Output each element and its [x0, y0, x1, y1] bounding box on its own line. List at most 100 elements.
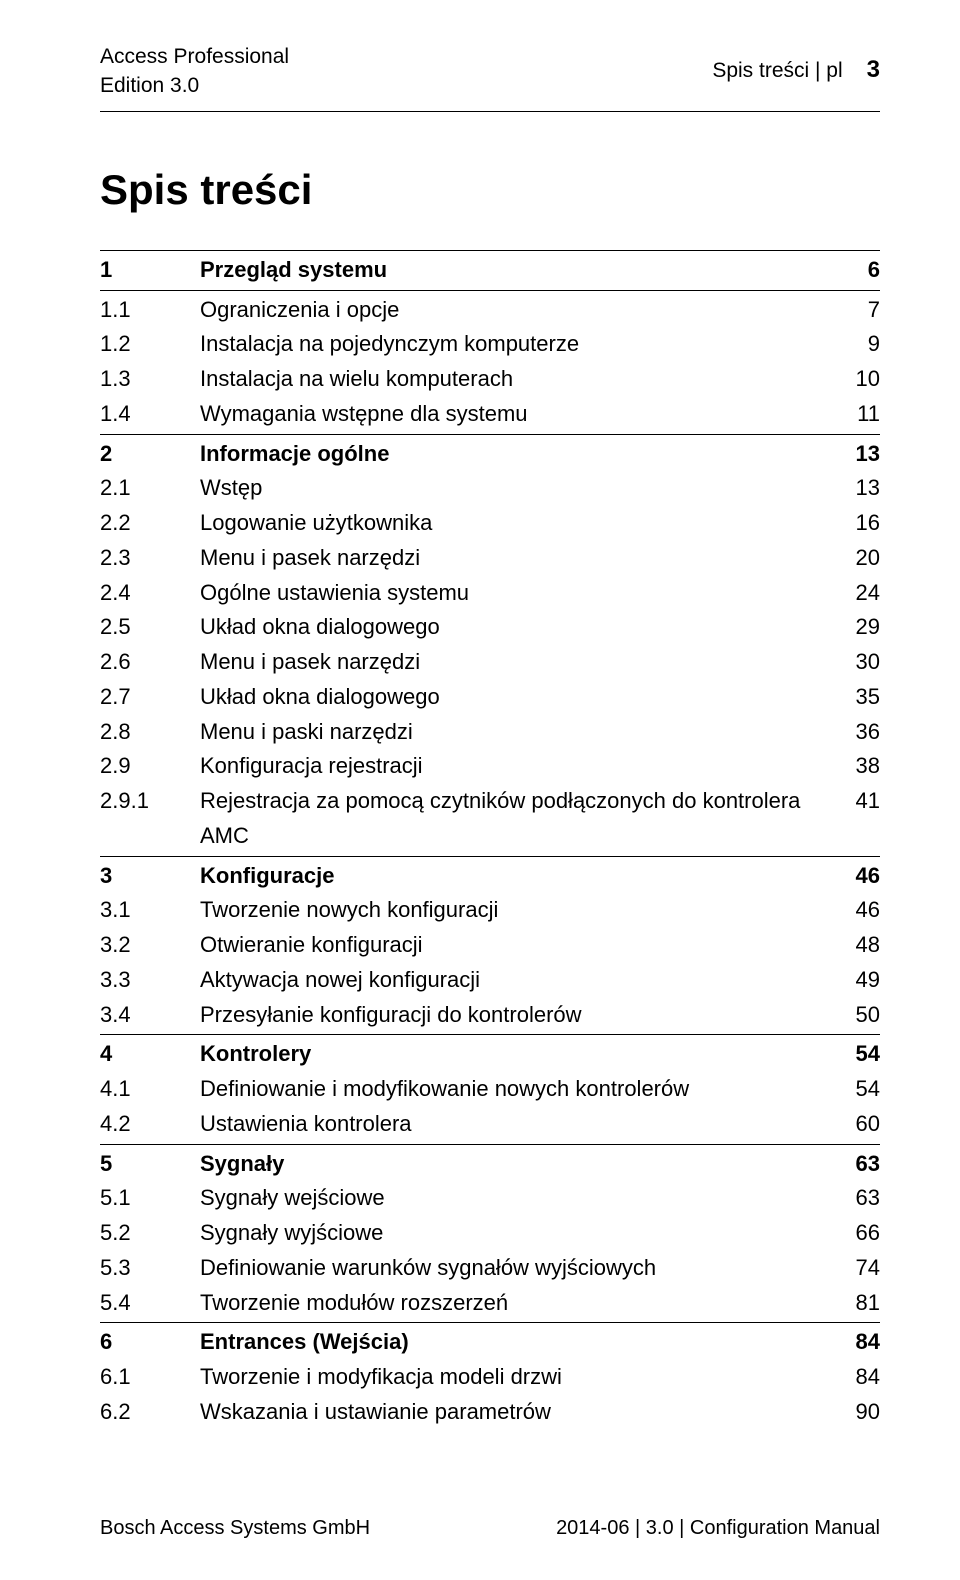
toc-label: Tworzenie i modyfikacja modeli drzwi — [200, 1360, 830, 1395]
header-section-label: Spis treści | pl — [712, 59, 842, 83]
toc-row: 3.3Aktywacja nowej konfiguracji49 — [100, 963, 880, 998]
toc-page: 48 — [830, 928, 880, 963]
toc-page: 11 — [830, 397, 880, 432]
toc-page: 63 — [830, 1147, 880, 1182]
toc-row: 2.1Wstęp13 — [100, 471, 880, 506]
toc-label: Wskazania i ustawianie parametrów — [200, 1395, 830, 1430]
toc-number: 3 — [100, 859, 200, 894]
toc-row: 2Informacje ogólne13 — [100, 434, 880, 472]
toc-page: 38 — [830, 749, 880, 784]
toc-number: 6.1 — [100, 1360, 200, 1395]
toc-page: 63 — [830, 1181, 880, 1216]
toc-row: 2.6Menu i pasek narzędzi30 — [100, 645, 880, 680]
toc-number: 2.8 — [100, 715, 200, 750]
toc-number: 1.3 — [100, 362, 200, 397]
toc-number: 2.6 — [100, 645, 200, 680]
toc-label: Ograniczenia i opcje — [200, 293, 830, 328]
toc-page: 35 — [830, 680, 880, 715]
toc-label: Aktywacja nowej konfiguracji — [200, 963, 830, 998]
toc-label: Sygnały wyjściowe — [200, 1216, 830, 1251]
toc-number: 2.9.1 — [100, 784, 200, 819]
document-page: Access Professional Edition 3.0 Spis tre… — [0, 0, 960, 1580]
toc-row: 2.5Układ okna dialogowego29 — [100, 610, 880, 645]
page-header: Access Professional Edition 3.0 Spis tre… — [100, 42, 880, 112]
toc-row: 2.3Menu i pasek narzędzi20 — [100, 541, 880, 576]
toc-row: 6Entrances (Wejścia)84 — [100, 1322, 880, 1360]
table-of-contents: 1Przegląd systemu61.1Ograniczenia i opcj… — [100, 250, 880, 1430]
toc-row: 2.7Układ okna dialogowego35 — [100, 680, 880, 715]
toc-number: 2.1 — [100, 471, 200, 506]
toc-row: 5.3Definiowanie warunków sygnałów wyjści… — [100, 1251, 880, 1286]
toc-row: 1.2Instalacja na pojedynczym komputerze9 — [100, 327, 880, 362]
toc-label: Konfiguracje — [200, 859, 830, 894]
toc-page: 74 — [830, 1251, 880, 1286]
toc-page: 7 — [830, 293, 880, 328]
header-page-number: 3 — [867, 56, 880, 84]
toc-row: 1.4Wymagania wstępne dla systemu11 — [100, 397, 880, 432]
toc-label: Definiowanie i modyfikowanie nowych kont… — [200, 1072, 830, 1107]
toc-label: Przegląd systemu — [200, 253, 830, 288]
toc-row: 4Kontrolery54 — [100, 1034, 880, 1072]
header-product-line2: Edition 3.0 — [100, 71, 289, 100]
toc-row: 2.8Menu i paski narzędzi36 — [100, 715, 880, 750]
toc-label: Konfiguracja rejestracji — [200, 749, 830, 784]
toc-number: 3.4 — [100, 998, 200, 1033]
toc-number: 3.2 — [100, 928, 200, 963]
toc-number: 2.3 — [100, 541, 200, 576]
toc-label: Logowanie użytkownika — [200, 506, 830, 541]
toc-label: Układ okna dialogowego — [200, 610, 830, 645]
toc-row: 2.9.1Rejestracja za pomocą czytników pod… — [100, 784, 880, 854]
toc-row: 2.9Konfiguracja rejestracji38 — [100, 749, 880, 784]
toc-page: 84 — [830, 1325, 880, 1360]
toc-label: Entrances (Wejścia) — [200, 1325, 830, 1360]
header-product: Access Professional Edition 3.0 — [100, 42, 289, 101]
toc-page: 6 — [830, 253, 880, 288]
toc-row: 1.3Instalacja na wielu komputerach10 — [100, 362, 880, 397]
toc-row: 3Konfiguracje46 — [100, 856, 880, 894]
toc-row: 3.4Przesyłanie konfiguracji do kontroler… — [100, 998, 880, 1033]
toc-page: 36 — [830, 715, 880, 750]
toc-number: 2.7 — [100, 680, 200, 715]
toc-label: Ogólne ustawienia systemu — [200, 576, 830, 611]
toc-page: 30 — [830, 645, 880, 680]
toc-page: 9 — [830, 327, 880, 362]
toc-row: 3.1Tworzenie nowych konfiguracji46 — [100, 893, 880, 928]
toc-label: Wstęp — [200, 471, 830, 506]
toc-row: 4.1Definiowanie i modyfikowanie nowych k… — [100, 1072, 880, 1107]
toc-page: 81 — [830, 1286, 880, 1321]
toc-label: Instalacja na pojedynczym komputerze — [200, 327, 830, 362]
toc-row: 6.1Tworzenie i modyfikacja modeli drzwi8… — [100, 1360, 880, 1395]
toc-number: 2.2 — [100, 506, 200, 541]
toc-number: 1.4 — [100, 397, 200, 432]
toc-label: Menu i pasek narzędzi — [200, 541, 830, 576]
toc-page: 46 — [830, 893, 880, 928]
toc-page: 66 — [830, 1216, 880, 1251]
toc-row: 1.1Ograniczenia i opcje7 — [100, 293, 880, 328]
footer-right: 2014-06 | 3.0 | Configuration Manual — [556, 1517, 880, 1540]
toc-page: 60 — [830, 1107, 880, 1142]
toc-row: 6.2Wskazania i ustawianie parametrów90 — [100, 1395, 880, 1430]
toc-page: 54 — [830, 1037, 880, 1072]
toc-page: 54 — [830, 1072, 880, 1107]
header-section: Spis treści | pl 3 — [712, 56, 880, 84]
toc-page: 20 — [830, 541, 880, 576]
toc-label: Otwieranie konfiguracji — [200, 928, 830, 963]
toc-label: Wymagania wstępne dla systemu — [200, 397, 830, 432]
toc-label: Instalacja na wielu komputerach — [200, 362, 830, 397]
toc-page: 49 — [830, 963, 880, 998]
toc-number: 5 — [100, 1147, 200, 1182]
toc-label: Ustawienia kontrolera — [200, 1107, 830, 1142]
toc-label: Układ okna dialogowego — [200, 680, 830, 715]
page-title: Spis treści — [100, 166, 880, 214]
toc-row: 5.4Tworzenie modułów rozszerzeń81 — [100, 1286, 880, 1321]
toc-label: Informacje ogólne — [200, 437, 830, 472]
footer-left: Bosch Access Systems GmbH — [100, 1517, 370, 1540]
toc-number: 2.9 — [100, 749, 200, 784]
toc-page: 13 — [830, 471, 880, 506]
toc-page: 10 — [830, 362, 880, 397]
toc-label: Przesyłanie konfiguracji do kontrolerów — [200, 998, 830, 1033]
toc-label: Kontrolery — [200, 1037, 830, 1072]
toc-label: Sygnały — [200, 1147, 830, 1182]
toc-number: 2.5 — [100, 610, 200, 645]
toc-page: 90 — [830, 1395, 880, 1430]
